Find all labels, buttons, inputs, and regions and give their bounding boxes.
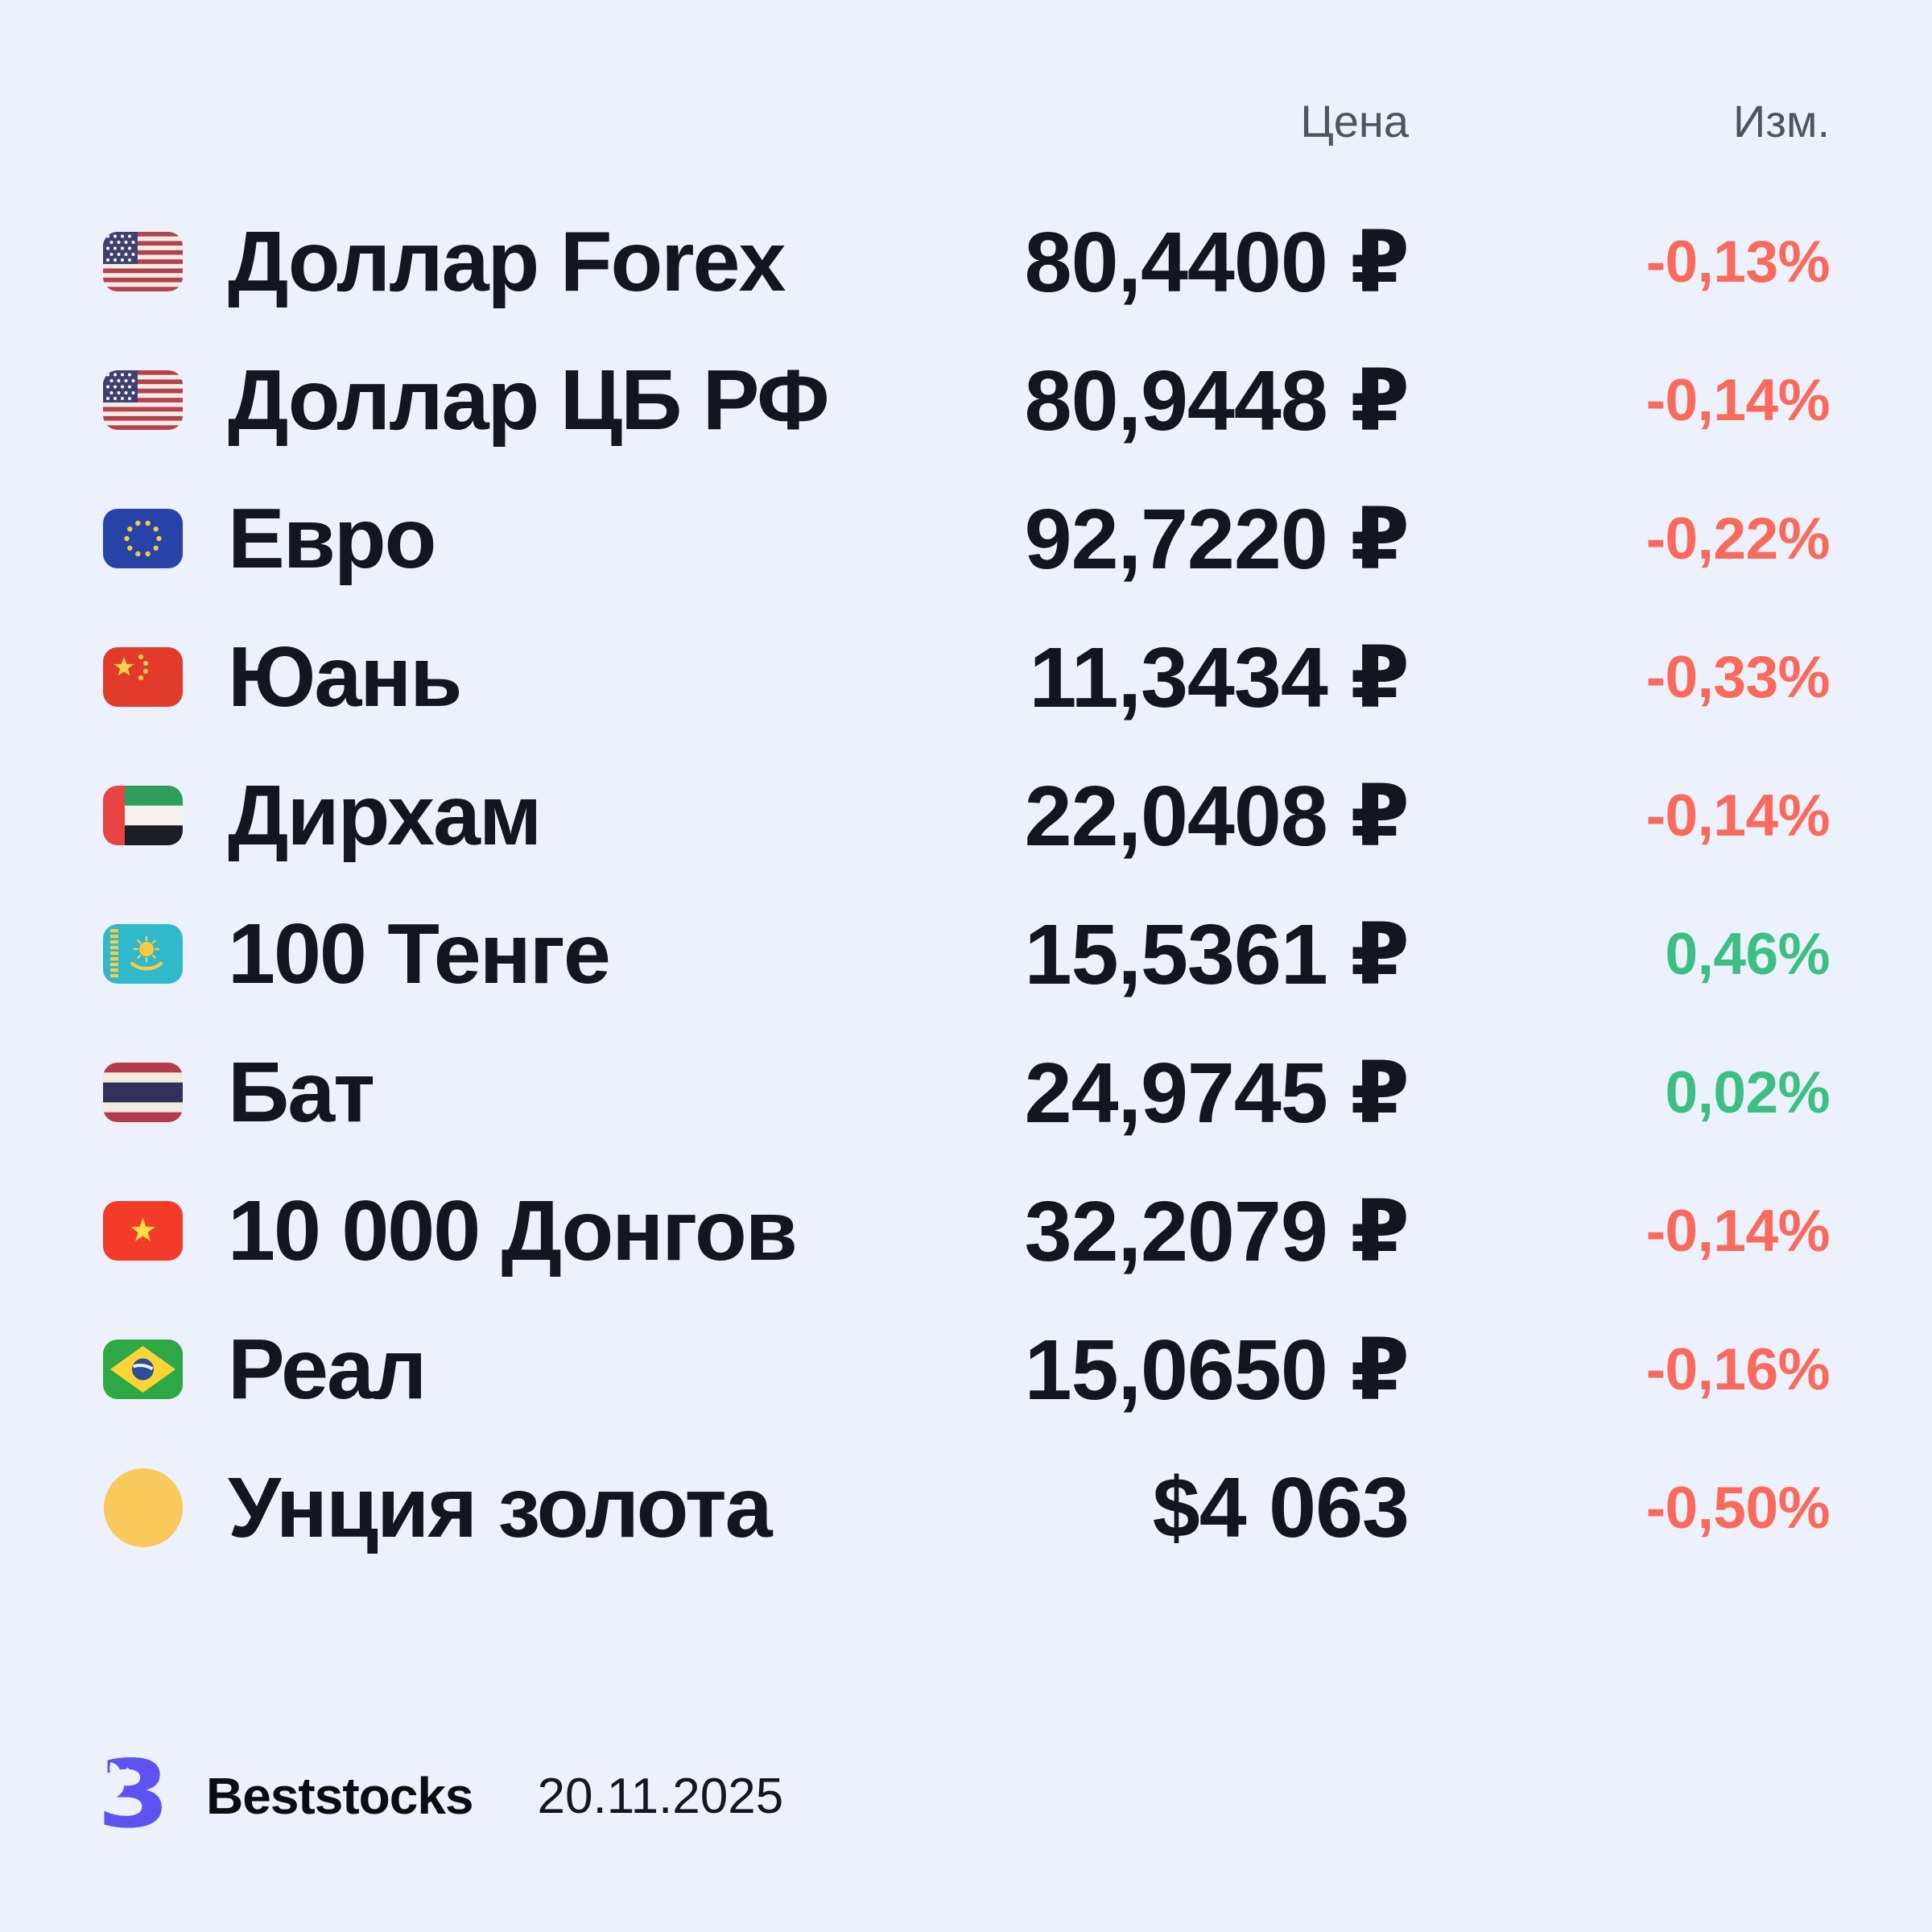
card-date: 20.11.2025 [537, 1768, 784, 1824]
flag-vietnam-icon [103, 1201, 183, 1261]
currency-change-percent: -0,50% [1645, 1475, 1831, 1541]
currency-price: 22,0408 ₽ [1024, 768, 1410, 864]
currency-change-percent: -0,16% [1645, 1336, 1831, 1402]
flag-kazakhstan-icon [103, 924, 183, 984]
flag-brazil-icon [103, 1340, 183, 1399]
table-header-row: Цена Изм. [103, 95, 1830, 147]
currency-price: 11,3434 ₽ [1029, 630, 1410, 725]
table-body: Доллар Forex 80,4400 ₽ -0,13% Доллар ЦБ РФ 8… [103, 192, 1831, 1577]
currency-label: Доллар Forex [228, 213, 786, 309]
flag-brazil-icon [103, 1340, 183, 1399]
currency-label: Доллар ЦБ РФ [228, 352, 830, 448]
currency-change-percent: 0,46% [1665, 921, 1831, 987]
currency-label: Реал [228, 1321, 427, 1417]
currency-change-percent: -0,14% [1645, 782, 1831, 848]
currency-change-percent: 0,02% [1665, 1059, 1831, 1125]
flag-china-icon [103, 647, 183, 707]
currency-price: 15,0650 ₽ [1024, 1322, 1410, 1418]
currency-label: Бат [228, 1044, 375, 1140]
currency-label: Евро [228, 490, 436, 586]
currency-label: 100 Тенге [228, 906, 611, 1001]
currency-price: 15,5361 ₽ [1024, 906, 1410, 1002]
currency-price: $4 063 [1152, 1459, 1410, 1555]
flag-us-icon [103, 370, 183, 430]
currency-label: Унция золота [228, 1459, 773, 1555]
currency-row: Юань 11,3434 ₽ -0,33% [103, 608, 1831, 746]
currency-row: Реал 15,0650 ₽ -0,16% [103, 1300, 1831, 1439]
currency-row: Унция золота $4 063 -0,50% [103, 1439, 1831, 1577]
currency-price: 92,7220 ₽ [1024, 491, 1410, 587]
currency-row: Доллар Forex 80,4400 ₽ -0,13% [103, 192, 1831, 331]
currency-change-percent: -0,13% [1645, 229, 1831, 295]
flag-china-icon [103, 647, 183, 707]
currency-change-percent: -0,14% [1645, 1198, 1831, 1264]
currency-price: 24,9745 ₽ [1024, 1045, 1410, 1141]
flag-thailand-icon [103, 1063, 183, 1122]
flag-us-icon [103, 232, 183, 291]
flag-uae-icon [103, 786, 183, 845]
gold-ounce-icon [103, 1468, 183, 1547]
flag-us-icon [103, 232, 183, 291]
bull-head-cutout [97, 1775, 124, 1798]
currency-label: Юань [228, 629, 462, 724]
currency-label: Дирхам [228, 767, 542, 863]
currency-row: Бат 24,9745 ₽ 0,02% [103, 1023, 1831, 1162]
footer: 3 Beststocks 20.11.2025 [95, 1748, 784, 1842]
currency-change-percent: -0,33% [1645, 644, 1831, 710]
flag-eu-icon [103, 509, 183, 568]
currency-row: Дирхам 22,0408 ₽ -0,14% [103, 746, 1831, 885]
flag-vietnam-icon [103, 1201, 183, 1261]
currency-price: 32,2079 ₽ [1024, 1183, 1410, 1279]
flag-kazakhstan-icon [103, 924, 183, 984]
price-column-header: Цена [1300, 95, 1409, 147]
currency-price: 80,9448 ₽ [1024, 353, 1410, 448]
currency-row: 100 Тенге 15,5361 ₽ 0,46% [103, 885, 1831, 1023]
change-column-header: Изм. [1733, 95, 1830, 147]
flag-thailand-icon [103, 1063, 183, 1122]
flag-eu-icon [103, 509, 183, 568]
flag-uae-icon [103, 786, 183, 845]
gold-ounce-icon [103, 1468, 183, 1547]
currency-change-percent: -0,22% [1645, 506, 1831, 572]
flag-us-icon [103, 370, 183, 430]
currency-row: 10 000 Донгов 32,2079 ₽ -0,14% [103, 1162, 1831, 1300]
brand-name: Beststocks [206, 1767, 473, 1825]
currency-label: 10 000 Донгов [228, 1183, 798, 1278]
currency-price: 80,4400 ₽ [1024, 214, 1410, 310]
currency-table: Цена Изм. Доллар Forex 80,4400 ₽ -0,13% Дол… [0, 95, 1932, 1577]
currency-row: Евро 92,7220 ₽ -0,22% [103, 469, 1831, 608]
currency-change-percent: -0,14% [1645, 367, 1831, 433]
currency-row: Доллар ЦБ РФ 80,9448 ₽ -0,14% [103, 331, 1831, 469]
beststocks-bull-logo: 3 [95, 1748, 172, 1842]
